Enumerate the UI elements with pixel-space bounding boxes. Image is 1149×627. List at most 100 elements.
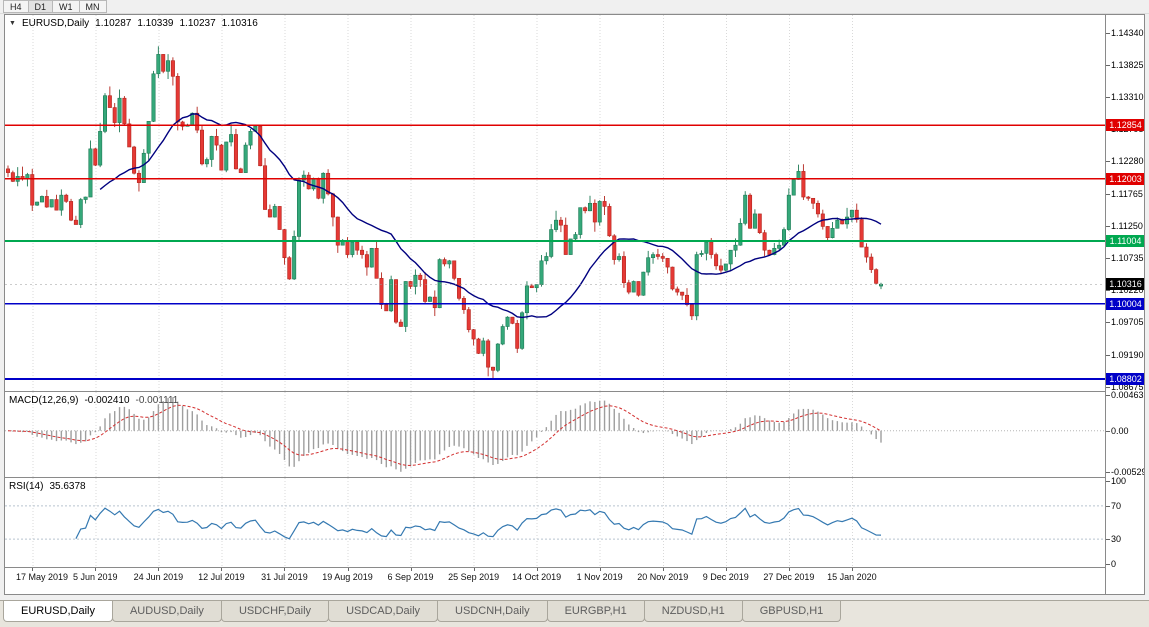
price-axis-label: 1.09190 (1111, 349, 1144, 360)
time-axis-tick (473, 568, 475, 571)
price-axis-label: 1.08675 (1111, 381, 1144, 392)
price-axis-label: 0.00 (1111, 425, 1129, 436)
rsi-line (75, 507, 882, 540)
chart-tab-gbpusd-h1[interactable]: GBPUSD,H1 (741, 601, 842, 622)
level-price-tag[interactable]: 1.10004 (1106, 297, 1144, 310)
level-price-tag[interactable]: 1.08802 (1106, 372, 1144, 385)
timeframe-button-d1[interactable]: D1 (27, 0, 53, 13)
rsi-value: 35.6378 (49, 481, 86, 492)
rsi-indicator-plot[interactable] (5, 478, 1105, 567)
timeframe-button-h4[interactable]: H4 (3, 0, 28, 13)
time-axis-label: 1 Nov 2019 (576, 572, 623, 582)
chart-tab-nzdusd-h1[interactable]: NZDUSD,H1 (643, 601, 743, 622)
price-axis-label: 30 (1111, 534, 1122, 545)
ohlc-close: 1.10316 (221, 18, 258, 29)
price-axis-label: 0 (1111, 559, 1117, 569)
chart-tab-eurusd-daily[interactable]: EURUSD,Daily (3, 601, 113, 622)
time-axis-tick (221, 568, 223, 571)
pane-separator[interactable] (5, 477, 1144, 478)
price-axis-tick (1106, 193, 1110, 195)
ohlc-open: 1.10287 (95, 18, 132, 29)
ohlc-high: 1.10339 (137, 18, 174, 29)
price-axis-label: 1.09705 (1111, 317, 1144, 328)
macd-value-main: -0.002410 (84, 395, 130, 406)
price-axis-tick (1106, 225, 1110, 227)
macd-indicator-plot[interactable] (5, 392, 1105, 477)
timeframe-button-w1[interactable]: W1 (52, 0, 79, 13)
time-axis-label: 14 Oct 2019 (512, 572, 562, 582)
time-axis[interactable]: 17 May 2019 5 Jun 2019 24 Jun 2019 12 Jul 2… (5, 568, 1105, 594)
price-axis-label: 1.10735 (1111, 253, 1144, 263)
price-axis-label: 100 (1111, 476, 1127, 486)
level-price-tag[interactable]: 1.12854 (1106, 119, 1144, 132)
time-axis-label: 17 May 2019 (15, 572, 69, 582)
chart-tab-audusd-daily[interactable]: AUDUSD,Daily (111, 601, 222, 622)
time-axis-tick (536, 568, 538, 571)
time-axis-label: 20 Nov 2019 (637, 572, 689, 582)
time-axis-tick (95, 568, 97, 571)
chart-tab-usdcnh-daily[interactable]: USDCNH,Daily (437, 601, 548, 622)
ohlc-low: 1.10237 (179, 18, 216, 29)
time-axis-label: 19 Aug 2019 (322, 572, 373, 582)
symbol-label: EURUSD,Daily (21, 18, 90, 29)
time-axis-label: 12 Jul 2019 (198, 572, 245, 582)
macd-value-signal: -0.001111 (135, 395, 179, 406)
rsi-header: RSI(14) 35.6378 (9, 481, 86, 492)
timeframe-toolbar: H4 D1 W1 MN (0, 0, 1149, 14)
price-axis-tick (1106, 32, 1110, 34)
moving-average-line (99, 113, 882, 319)
time-axis-tick (662, 568, 664, 571)
price-axis-tick (1106, 471, 1110, 473)
price-axis-label: -0.00529 (1111, 466, 1145, 477)
price-axis-tick (1106, 430, 1110, 432)
price-axis-label: 1.13310 (1111, 91, 1144, 102)
price-axis-label: 0.00463 (1111, 389, 1144, 400)
price-axis[interactable]: 1.143401.138251.133101.127951.122801.117… (1105, 15, 1144, 594)
price-axis-tick (1106, 505, 1110, 507)
price-axis-tick (1106, 161, 1110, 163)
price-axis-tick (1106, 394, 1110, 396)
pane-separator[interactable] (5, 391, 1144, 392)
price-axis-tick (1106, 386, 1110, 388)
time-axis-tick (725, 568, 727, 571)
time-axis-label: 24 Jun 2019 (133, 572, 184, 582)
level-price-tag[interactable]: 1.11004 (1106, 235, 1144, 248)
price-axis-tick (1106, 539, 1110, 541)
time-axis-tick (158, 568, 160, 571)
price-axis-tick (1106, 258, 1110, 259)
candles-layer (5, 46, 883, 380)
time-axis-label: 25 Sep 2019 (448, 572, 500, 582)
chart-tab-eurgbp-h1[interactable]: EURGBP,H1 (546, 601, 645, 622)
macd-header: MACD(12,26,9) -0.002410 -0.001111 (9, 395, 178, 406)
level-price-tag[interactable]: 1.12003 (1106, 172, 1144, 185)
price-axis-tick (1106, 290, 1110, 292)
time-axis-label: 15 Jan 2020 (827, 572, 877, 582)
time-axis-label: 9 Dec 2019 (702, 572, 749, 582)
price-axis-label: 70 (1111, 500, 1122, 511)
price-axis-tick (1106, 64, 1110, 66)
price-axis-label: 1.11765 (1111, 188, 1143, 199)
price-axis-label: 1.13825 (1111, 59, 1144, 70)
macd-signal-line (7, 404, 882, 467)
time-axis-tick (347, 568, 349, 571)
chart-header: ▼ EURUSD,Daily 1.10287 1.10339 1.10237 1… (9, 18, 258, 29)
macd-histogram (12, 397, 882, 472)
grid-lines (32, 15, 853, 391)
pane-separator[interactable] (5, 567, 1144, 568)
chart-tab-usdcad-daily[interactable]: USDCAD,Daily (328, 601, 439, 622)
price-axis-label: 1.14340 (1111, 27, 1144, 38)
symbol-dropdown-icon[interactable]: ▼ (9, 20, 16, 27)
price-axis-label: 1.12280 (1111, 156, 1144, 167)
main-chart-plot[interactable] (5, 15, 1105, 391)
current-price-tag: 1.10316 (1106, 278, 1144, 291)
time-axis-label: 27 Dec 2019 (763, 572, 815, 582)
rsi-label: RSI(14) (9, 481, 44, 492)
time-axis-tick (851, 568, 853, 571)
chart-window: ▼ EURUSD,Daily 1.10287 1.10339 1.10237 1… (4, 14, 1145, 595)
chart-tab-usdchf-daily[interactable]: USDCHF,Daily (220, 601, 330, 622)
timeframe-button-mn[interactable]: MN (78, 0, 107, 13)
horizontal-level-lines[interactable] (5, 124, 1105, 380)
price-axis-tick (1106, 322, 1110, 324)
time-axis-label: 5 Jun 2019 (73, 572, 118, 582)
